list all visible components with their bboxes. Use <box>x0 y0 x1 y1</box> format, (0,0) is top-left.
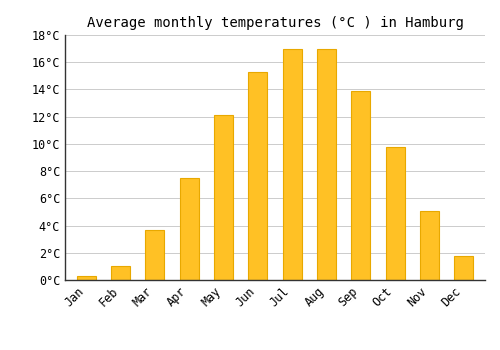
Bar <box>454 256 473 280</box>
Bar <box>352 91 370 280</box>
Bar <box>420 211 439 280</box>
Bar <box>111 266 130 280</box>
Bar <box>214 115 233 280</box>
Bar <box>317 49 336 280</box>
Bar <box>77 276 96 280</box>
Bar <box>180 178 199 280</box>
Title: Average monthly temperatures (°C ) in Hamburg: Average monthly temperatures (°C ) in Ha… <box>86 16 464 30</box>
Bar <box>282 49 302 280</box>
Bar <box>386 147 404 280</box>
Bar <box>248 72 268 280</box>
Bar <box>146 230 165 280</box>
